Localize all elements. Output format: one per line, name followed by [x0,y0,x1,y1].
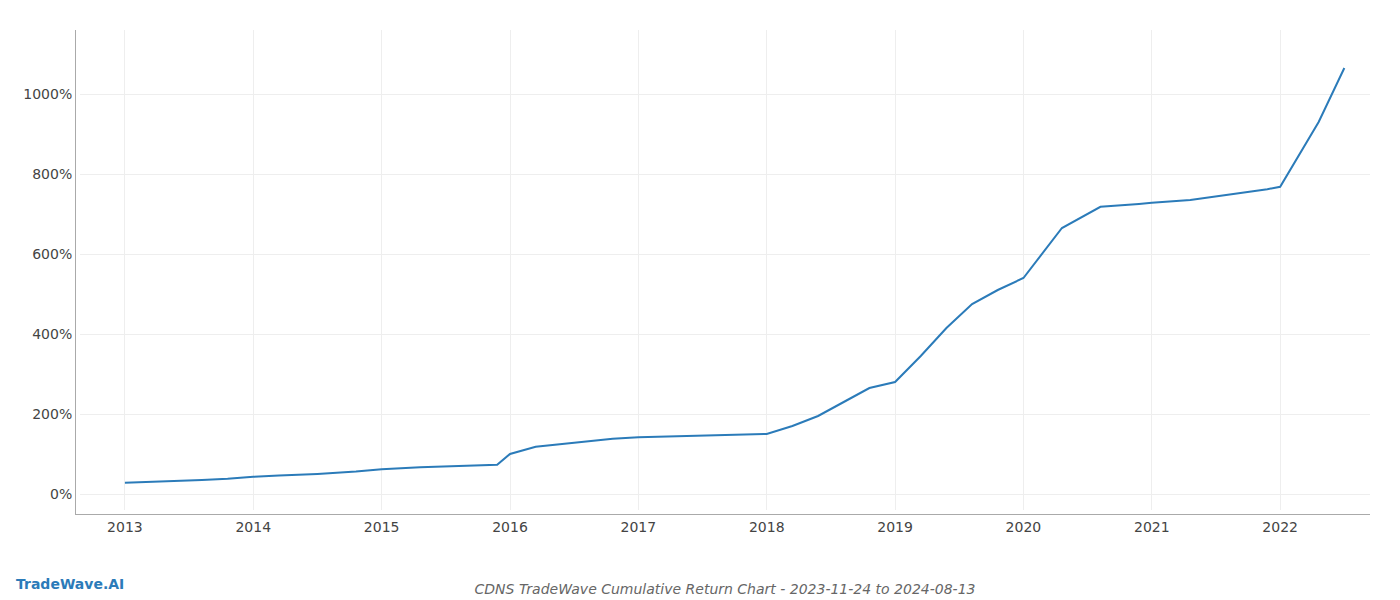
svg-text:2017: 2017 [621,519,657,535]
svg-text:CDNS TradeWave Cumulative Retu: CDNS TradeWave Cumulative Return Chart -… [475,581,976,597]
svg-text:2015: 2015 [364,519,400,535]
svg-text:800%: 800% [32,166,72,182]
svg-text:2020: 2020 [1006,519,1042,535]
svg-text:2013: 2013 [107,519,143,535]
svg-text:TradeWave.AI: TradeWave.AI [16,576,124,592]
svg-text:2021: 2021 [1134,519,1170,535]
svg-text:400%: 400% [32,326,72,342]
svg-text:200%: 200% [32,406,72,422]
svg-text:2022: 2022 [1262,519,1298,535]
svg-text:2016: 2016 [492,519,528,535]
svg-text:0%: 0% [50,486,72,502]
svg-text:600%: 600% [32,246,72,262]
svg-text:2019: 2019 [877,519,913,535]
svg-text:1000%: 1000% [23,86,72,102]
svg-text:2014: 2014 [235,519,271,535]
svg-text:2018: 2018 [749,519,785,535]
